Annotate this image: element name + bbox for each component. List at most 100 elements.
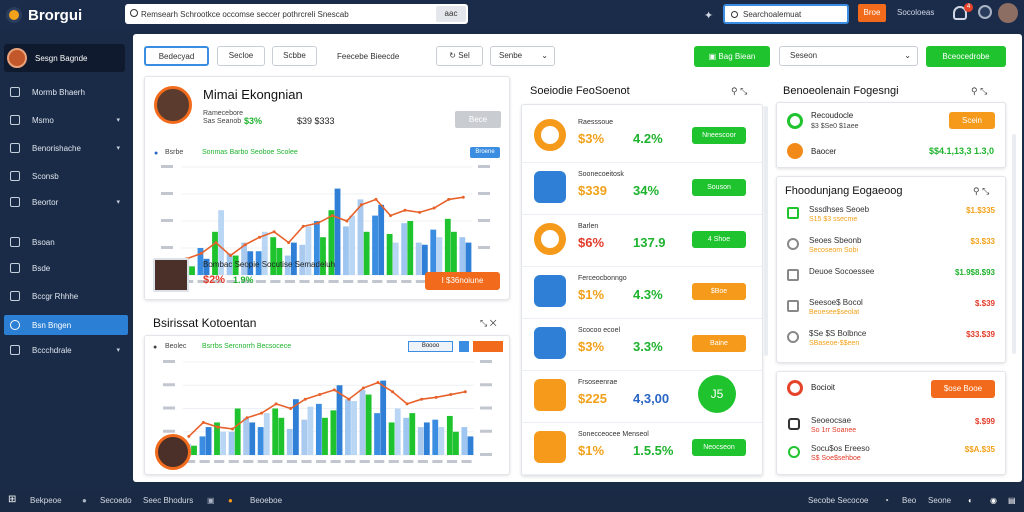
list-item-button[interactable]: 4 Shoe xyxy=(692,231,746,248)
filter-select[interactable]: Senbe ⌄ xyxy=(490,46,555,66)
bar-series-1 xyxy=(430,229,437,275)
x-tick-label xyxy=(214,460,225,463)
chart-tag[interactable]: Broene xyxy=(470,147,500,158)
x-tick-label xyxy=(199,460,210,463)
sidebar-item[interactable]: Bccgr Rhhhe xyxy=(4,286,128,306)
filter-label[interactable]: Feecebe Bieecde xyxy=(337,52,400,61)
start-icon[interactable]: ⊞ xyxy=(8,494,17,505)
list-item[interactable]: Ferceocbonngo $1% 4.3% $Boe xyxy=(522,269,762,319)
sidebar-item[interactable]: Bsn Bngen xyxy=(4,315,128,335)
top-action-button[interactable]: Broe xyxy=(858,4,886,22)
taskbar-right-1[interactable]: Secobe Secocoe xyxy=(808,496,869,505)
filter-tab-1[interactable]: Bedecyad xyxy=(144,46,209,66)
right-list-item-label[interactable]: Seoes Sbeonb xyxy=(809,236,862,245)
taskbar-item-4[interactable]: Beoeboe xyxy=(250,496,283,505)
right-scrollbar[interactable] xyxy=(1012,134,1016,354)
sidebar-user[interactable]: Sesgn Bagnde xyxy=(4,44,125,72)
list-item[interactable]: Raesssoue $3% 4.2% Nneescoor xyxy=(522,113,762,163)
taskbar-item-2[interactable]: Secoedo xyxy=(100,496,132,505)
sidebar-item[interactable]: Beortor ▾ xyxy=(4,192,128,212)
right-bottom-button[interactable]: $ose Booe xyxy=(931,380,995,398)
chat-icon xyxy=(534,379,566,411)
list-item[interactable]: Frsoseenrae $225 4,3,00 J5 xyxy=(522,373,762,423)
refresh-select[interactable]: ↻ Sel xyxy=(436,46,483,66)
list-item[interactable]: Sonecceocee Menseol $1% 1.5.5% Neocseon xyxy=(522,425,762,475)
right-bottom-item-label[interactable]: Socu$os Ereeso xyxy=(811,444,870,453)
orange-toggle-icon[interactable] xyxy=(473,341,503,352)
sidebar-item[interactable]: Bsoan xyxy=(4,232,128,252)
taskbar-right-2[interactable]: Beo xyxy=(902,496,917,505)
logo[interactable]: Brorgui xyxy=(6,7,82,24)
bar-series-2 xyxy=(263,413,270,455)
right-list-item-value: $1.$335 xyxy=(966,206,995,215)
taskbar-item-1[interactable]: Bekpeoe xyxy=(30,496,62,505)
bar-series-2 xyxy=(276,248,283,275)
list-item[interactable]: Scocoo ecoel $3% 3.3% Baine xyxy=(522,321,762,371)
bar-series-2 xyxy=(191,445,197,455)
settings-icon[interactable]: ✦ xyxy=(704,10,714,22)
list-item[interactable]: Soonecoeitosk $339 34% Souson xyxy=(522,165,762,215)
right-list-item-label[interactable]: Sssdhses Seoeb xyxy=(809,205,870,214)
y2-tick-label xyxy=(480,360,492,363)
profile-button[interactable]: Bece xyxy=(455,111,501,128)
taskbar-avatar-icon[interactable]: ● xyxy=(228,496,233,505)
sidebar-item[interactable]: Mormb Bhaerh xyxy=(4,82,128,102)
pin-icon[interactable]: ⚲ ⤡ xyxy=(731,86,748,96)
sidebar-item-label: Msmo xyxy=(32,115,54,125)
filter-tab-3[interactable]: Scbbe xyxy=(272,46,317,66)
top-link[interactable]: Socoloeas xyxy=(897,8,935,17)
profile-pct2: $39 $333 xyxy=(297,116,335,126)
secondary-search-input[interactable]: Searchoalemuat xyxy=(723,4,849,24)
list-item-button[interactable]: $Boe xyxy=(692,283,746,300)
x-tick-label xyxy=(185,460,196,463)
bottom-chart-tag[interactable]: Boooo xyxy=(408,341,453,352)
envelope-icon xyxy=(534,275,566,307)
list-item-button[interactable]: Souson xyxy=(692,179,746,196)
right-list-item-label[interactable]: Seesoe$ Bocol xyxy=(809,298,863,307)
sidebar-item[interactable]: Bccchdrale ▾ xyxy=(4,340,128,360)
person-action-button[interactable]: I $36noiune xyxy=(425,272,500,290)
list-item-button[interactable]: Neocseon xyxy=(692,439,746,456)
blue-toggle-icon[interactable] xyxy=(459,341,469,352)
right-select[interactable]: Seseon ⌄ xyxy=(779,46,918,66)
system-tray-icon[interactable]: ▤ xyxy=(1008,496,1016,505)
app-title: Brorgui xyxy=(28,6,83,24)
x-tick-label xyxy=(461,460,472,463)
taskbar-item-3[interactable]: Seec Bhodurs xyxy=(143,496,194,505)
list-item-label: Frsoseenrae xyxy=(578,379,618,386)
list-item-button[interactable]: Baine xyxy=(692,335,746,352)
middle-scrollbar[interactable] xyxy=(764,106,768,356)
expand-icon[interactable]: ⚲ ⤡ xyxy=(973,186,990,196)
sidebar-item[interactable]: Msmo ▾ xyxy=(4,110,128,130)
taskbar-app-icon[interactable]: ▣ xyxy=(207,496,215,505)
right-list-item-label[interactable]: Deuoe Socoessee xyxy=(809,267,875,276)
bar-series-1 xyxy=(415,242,422,275)
bell-icon[interactable] xyxy=(953,6,967,20)
primary-green-button[interactable]: ▣ Bag Biean xyxy=(694,46,770,67)
trend-point xyxy=(287,241,291,245)
sidebar-item[interactable]: Bsde xyxy=(4,258,128,278)
list-item-button[interactable]: J5 xyxy=(698,375,736,413)
bar-series-2 xyxy=(203,258,210,275)
taskbar-right-3[interactable]: Seone xyxy=(928,496,952,505)
right-top-button[interactable]: Scein xyxy=(949,112,995,129)
main-search-input[interactable]: Remsearh Schrootkce occomse seccer pothr… xyxy=(125,4,468,24)
list-item[interactable]: Barlen $6% 137.9 4 Shoe xyxy=(522,217,762,267)
list-item-button[interactable]: Nneescoor xyxy=(692,127,746,144)
filter-tab-2[interactable]: Secloe xyxy=(217,46,265,66)
expand-icon[interactable]: ⤡ ✕ xyxy=(480,318,497,328)
secondary-green-button[interactable]: Bceocedrobe xyxy=(926,46,1006,67)
sidebar-item[interactable]: Benorishache ▾ xyxy=(4,138,128,158)
wifi-icon[interactable]: ◔ xyxy=(884,496,889,505)
avatar[interactable] xyxy=(998,3,1018,23)
pin-icon[interactable]: ⚲ ⤡ xyxy=(971,86,988,96)
x-tick-label xyxy=(417,460,428,463)
search-button[interactable]: aac xyxy=(436,6,466,22)
user-tray-icon[interactable]: ◉ xyxy=(990,496,997,505)
sidebar-item[interactable]: Sconsb xyxy=(4,166,128,186)
bar-series-2 xyxy=(465,242,472,275)
right-list-item-label[interactable]: $Se $S Bolbnce xyxy=(809,329,867,338)
profile-ring-icon[interactable] xyxy=(978,5,992,19)
right-bottom-item-label[interactable]: Seoeocsae xyxy=(811,416,852,425)
tray-icon[interactable]: ◐ xyxy=(968,496,973,505)
